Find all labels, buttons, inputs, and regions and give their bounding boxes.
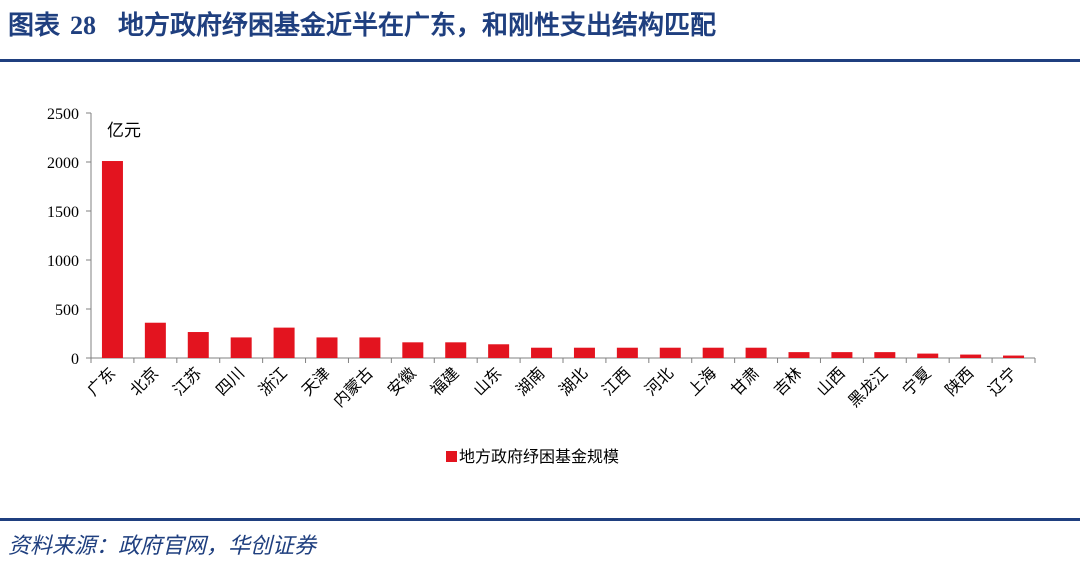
x-category-label: 河北 [641,363,677,399]
x-category-label: 吉林 [770,363,806,399]
bar [702,347,724,358]
x-category-label: 天津 [298,363,334,399]
bar [745,347,767,358]
bar [187,332,209,358]
x-category-label: 湖北 [555,363,591,399]
y-tick-label: 0 [71,351,79,368]
bar [359,337,381,358]
y-unit-label: 亿元 [107,121,141,141]
x-category-label: 宁夏 [898,363,934,399]
top-divider [0,59,1080,62]
figure-title-text: 地方政府纾困基金近半在广东，和刚性支出结构匹配 [118,11,717,40]
x-category-label: 陕西 [941,363,977,399]
bar [874,352,896,358]
x-category-label: 江苏 [169,363,205,399]
bar [917,353,939,358]
bar [144,322,166,358]
x-category-label: 湖南 [512,363,548,399]
bar [488,344,510,358]
bar-chart: 0 500 1000 1500 2000 2500 亿元广东 北京 江苏 四川 浙江 天津内蒙古 安徽福… [47,106,1036,466]
y-tick-label: 2000 [47,155,79,172]
figure-label: 图表 [8,11,61,40]
x-category-label: 上海 [684,363,720,399]
bar [402,342,424,358]
source-note: 资料来源：政府官网，华创证券 [8,533,317,558]
bar [316,337,338,358]
y-tick-label: 1500 [47,204,79,221]
x-category-label: 广东 [83,363,119,399]
bar [659,347,681,358]
bar [616,347,638,358]
x-category-label: 辽宁 [984,363,1020,399]
bottom-divider [0,518,1080,521]
bar [273,327,295,358]
x-category-label: 浙江 [255,363,291,399]
bar [788,352,810,358]
x-category-label: 内蒙古 [329,363,376,410]
x-category-label: 江西 [598,363,634,399]
y-tick-label: 1000 [47,253,79,270]
x-category-label: 安徽 [384,363,420,399]
x-category-label: 甘肃 [727,363,763,399]
x-category-label: 黑龙江 [844,363,891,410]
y-tick-label: 2500 [47,106,79,123]
x-category-label: 福建 [426,363,462,399]
x-category-label: 四川 [212,363,248,399]
figure-number: 28 [70,11,97,40]
bar [531,347,553,358]
bar [831,352,853,358]
legend-swatch [446,451,457,462]
bar [445,342,467,358]
bar [101,161,123,358]
bar [230,337,252,358]
bar [573,347,595,358]
x-category-label: 山东 [469,363,505,399]
y-tick-label: 500 [55,302,79,319]
bar [1003,355,1025,358]
x-category-label: 山西 [813,363,849,399]
figure-title: 图表 28 地方政府纾困基金近半在广东，和刚性支出结构匹配 [8,6,716,46]
bar [960,354,982,358]
x-category-label: 北京 [126,363,162,399]
legend-label: 地方政府纾困基金规模 [459,447,619,466]
